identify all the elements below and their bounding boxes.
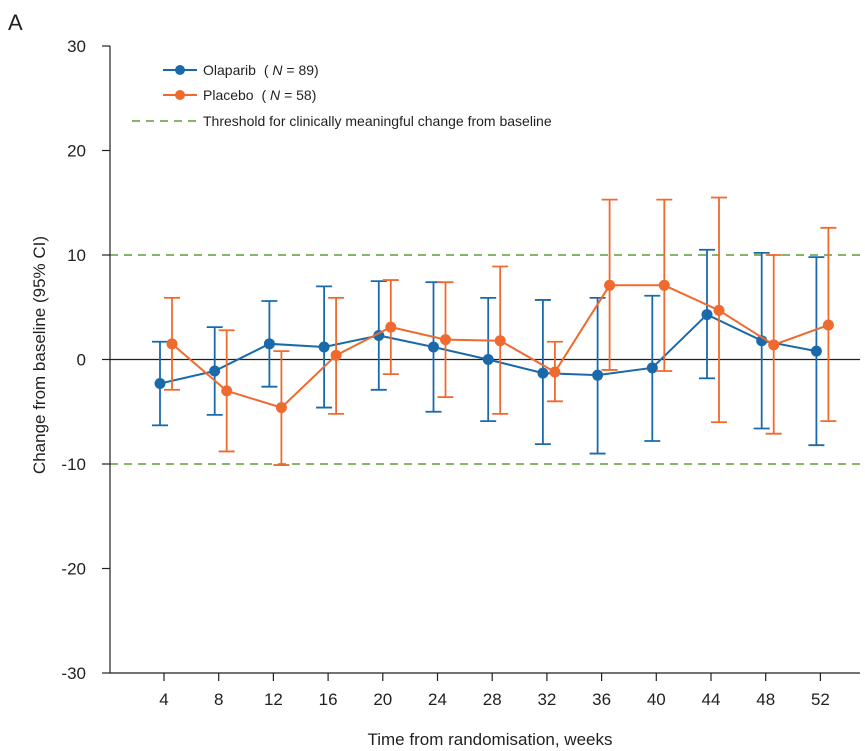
x-tick-label: 12 <box>264 690 283 709</box>
series-olaparib <box>152 248 825 455</box>
y-tick-label: -20 <box>61 560 86 579</box>
data-point <box>701 309 713 321</box>
x-axis-title: Time from randomisation, weeks <box>367 730 612 749</box>
x-tick-label: 4 <box>159 690 168 709</box>
data-point <box>318 341 330 353</box>
data-point <box>275 402 287 414</box>
data-point <box>330 349 342 361</box>
data-point <box>494 335 506 347</box>
data-point <box>209 365 221 377</box>
x-tick-label: 16 <box>319 690 338 709</box>
y-axis-title: Change from baseline (95% CI) <box>30 236 49 474</box>
data-point <box>221 385 233 397</box>
legend-olaparib-n-symbol: N <box>272 62 283 78</box>
data-point <box>482 354 494 365</box>
data-point <box>166 338 178 350</box>
legend-threshold-label: Threshold for clinically meaningful chan… <box>203 113 552 129</box>
series-layer <box>152 196 837 466</box>
legend-placebo-n-symbol: N <box>270 87 281 103</box>
y-tick-label: 10 <box>67 246 86 265</box>
data-point <box>646 362 658 374</box>
y-tick-label: 30 <box>67 37 86 56</box>
data-point <box>428 341 439 353</box>
x-tick-label: 24 <box>428 690 447 709</box>
data-point <box>810 345 822 357</box>
x-tick-label: 36 <box>592 690 611 709</box>
y-tick-label: 20 <box>67 142 86 161</box>
data-point <box>713 304 725 316</box>
y-tick-label: 0 <box>77 351 86 370</box>
legend-placebo-n-value: = 58) <box>284 87 316 103</box>
x-tick-label: 28 <box>483 690 502 709</box>
legend-item-threshold: Threshold for clinically meaningful chan… <box>132 113 552 129</box>
data-point <box>604 279 616 291</box>
data-point <box>822 319 834 331</box>
data-point <box>768 339 780 351</box>
legend: Olaparib ( N = 89) Placebo ( N = 58) Thr… <box>132 62 552 129</box>
x-tick-label: 8 <box>214 690 223 709</box>
svg-text:Placebo ( N: Placebo ( N = 58) <box>203 87 316 103</box>
y-tick-label: -10 <box>61 455 86 474</box>
legend-olaparib-n-value: = 89) <box>286 62 318 78</box>
legend-placebo-n-prefix: ( <box>261 87 266 103</box>
x-tick-label: 20 <box>373 690 392 709</box>
legend-placebo-name: Placebo <box>203 87 254 103</box>
legend-item-olaparib: Olaparib ( N = 89) <box>163 62 319 78</box>
x-tick-label: 48 <box>756 690 775 709</box>
data-point <box>440 334 451 346</box>
panel-label: A <box>8 10 23 35</box>
data-point <box>592 369 604 381</box>
legend-olaparib-marker <box>175 65 185 75</box>
x-tick-label: 44 <box>702 690 721 709</box>
data-point <box>549 366 561 378</box>
x-tick-label: 52 <box>811 690 830 709</box>
series-placebo <box>164 196 837 466</box>
data-point <box>537 367 549 379</box>
legend-olaparib-name: Olaparib <box>203 62 256 78</box>
x-axis-ticks: 4 8 12 16 20 24 28 32 36 40 44 48 52 <box>159 673 830 709</box>
x-tick-label: 32 <box>537 690 556 709</box>
y-axis-ticks: 30 20 10 0 -10 -20 -30 <box>61 37 110 683</box>
data-point <box>385 321 397 333</box>
legend-placebo-marker <box>175 90 185 100</box>
data-point <box>154 378 166 390</box>
legend-olaparib-n-prefix: ( <box>264 62 269 78</box>
y-tick-label: -30 <box>61 664 86 683</box>
legend-item-placebo: Placebo ( N = 58) <box>163 87 316 103</box>
svg-text:Olaparib ( N: Olaparib ( N = 89) <box>203 62 319 78</box>
data-point <box>263 338 275 350</box>
x-tick-label: 40 <box>647 690 666 709</box>
data-point <box>658 279 670 291</box>
